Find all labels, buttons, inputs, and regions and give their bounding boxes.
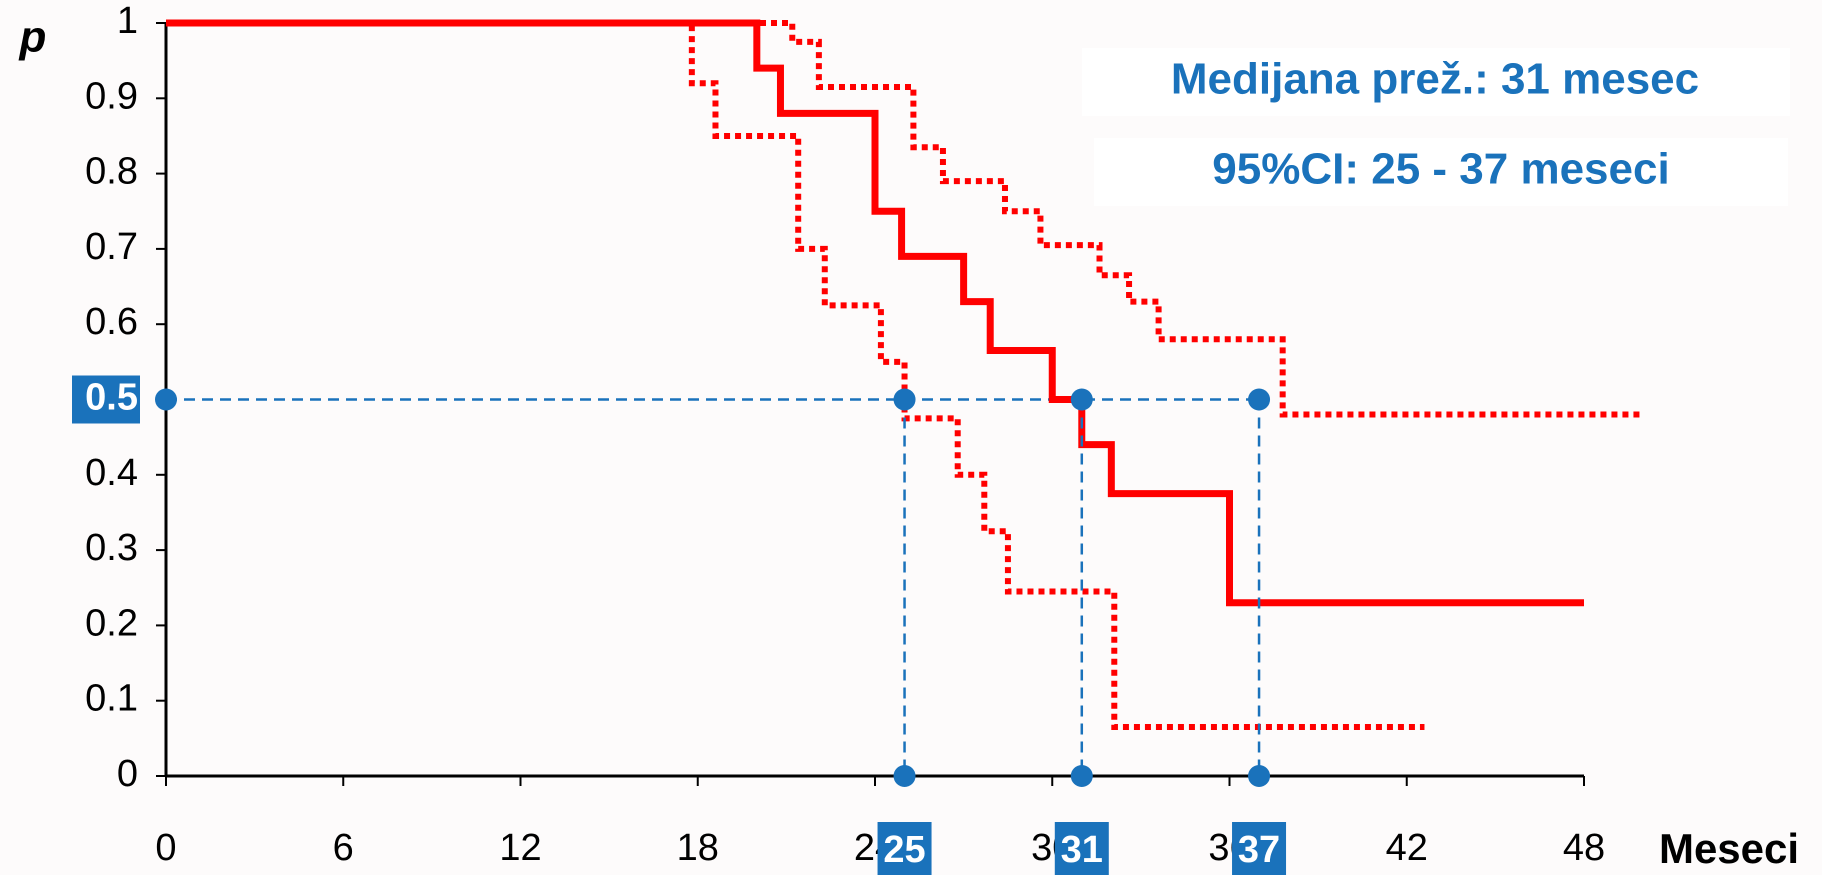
annotation-box: [1094, 138, 1788, 206]
y-tick-label: 1: [117, 0, 138, 42]
median-label: 37: [1238, 829, 1280, 871]
y-tick-label: 0.2: [85, 602, 138, 644]
x-tick-label: 0: [155, 827, 176, 869]
y-tick-label: 0.3: [85, 527, 138, 569]
x-tick-label: 6: [333, 827, 354, 869]
median-dot: [1248, 765, 1271, 787]
x-tick-label: 12: [499, 827, 541, 869]
y-tick-label: 0.7: [85, 226, 138, 268]
median-dot: [893, 388, 916, 411]
y-tick-label: 0.6: [85, 301, 138, 343]
x-tick-label: 18: [677, 827, 719, 869]
annotation-box: [1082, 48, 1790, 116]
highlight-box: [1232, 822, 1287, 875]
highlight-box: [877, 822, 932, 875]
ci-line: [166, 20, 1425, 731]
y-tick-label: 0.5: [85, 377, 138, 419]
highlight-box: [1054, 822, 1109, 875]
median-dot: [1070, 765, 1093, 787]
highlight-box: [72, 375, 140, 424]
y-tick-label: 0.9: [85, 75, 138, 117]
survival-line: [166, 19, 1584, 607]
median-dot: [155, 388, 177, 411]
median-label: 25: [883, 829, 925, 871]
annotation: 95%CI: 25 - 37 meseci: [1212, 145, 1669, 194]
median-dot: [1070, 388, 1093, 411]
x-axis-label: Meseci: [1659, 825, 1799, 872]
y-tick-label: 0: [117, 753, 138, 795]
ci-line: [166, 20, 1644, 418]
y-axis-label: p: [19, 13, 47, 62]
x-tick-label: 48: [1563, 827, 1605, 869]
median-dot: [1248, 388, 1271, 411]
x-tick-label: 42: [1386, 827, 1428, 869]
y-tick-label: 0.8: [85, 151, 138, 193]
annotation: Medijana prež.: 31 mesec: [1171, 55, 1699, 104]
y-tick-label: 0.4: [85, 452, 138, 494]
y-tick-label: 0.1: [85, 678, 138, 720]
median-dot: [893, 765, 916, 787]
median-label: 31: [1061, 829, 1103, 871]
